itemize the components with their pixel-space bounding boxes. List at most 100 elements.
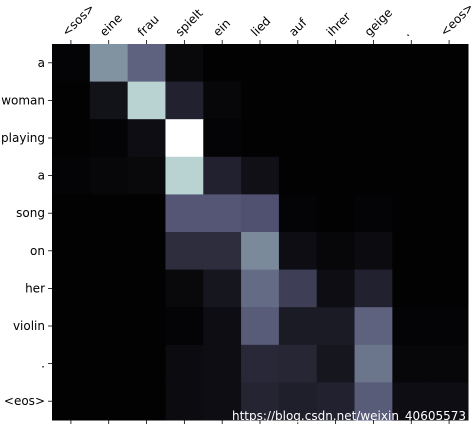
heatmap-cell bbox=[127, 382, 166, 421]
heatmap-cell bbox=[392, 232, 431, 271]
heatmap-cell bbox=[278, 232, 318, 271]
heatmap-cell bbox=[52, 156, 91, 195]
heatmap-cell bbox=[165, 307, 204, 346]
heatmap-cell bbox=[392, 307, 431, 346]
heatmap-cell bbox=[127, 156, 166, 195]
heatmap-cell bbox=[241, 156, 280, 195]
heatmap-cell bbox=[165, 382, 204, 421]
heatmap-cell bbox=[52, 194, 91, 233]
heatmap-cell bbox=[89, 382, 129, 421]
y-tick-label: a bbox=[38, 56, 45, 70]
heatmap-cell bbox=[203, 344, 242, 383]
heatmap-cell bbox=[241, 307, 280, 346]
heatmap-cell bbox=[392, 44, 431, 83]
y-tick-label: woman bbox=[1, 93, 45, 107]
heatmap-cell bbox=[316, 119, 356, 158]
heatmap-cell bbox=[89, 344, 129, 383]
heatmap-cell bbox=[430, 194, 469, 233]
heatmap-cell bbox=[354, 119, 393, 158]
heatmap-cell bbox=[278, 81, 318, 120]
heatmap-cell bbox=[203, 194, 242, 233]
heatmap-cell bbox=[52, 81, 91, 120]
heatmap-cell bbox=[52, 269, 91, 308]
heatmap-cell bbox=[392, 382, 431, 421]
heatmap-cell bbox=[392, 194, 431, 233]
heatmap-cell bbox=[241, 119, 280, 158]
heatmap-cell bbox=[89, 44, 129, 83]
heatmap-cell bbox=[316, 156, 356, 195]
heatmap-cell bbox=[241, 344, 280, 383]
heatmap-cell bbox=[203, 119, 242, 158]
heatmap-cell bbox=[52, 382, 91, 421]
heatmap-cell bbox=[316, 232, 356, 271]
x-tick-label: . bbox=[399, 27, 412, 40]
heatmap-cell bbox=[127, 344, 166, 383]
heatmap-cell bbox=[241, 81, 280, 120]
heatmap-cell bbox=[52, 307, 91, 346]
heatmap-cell bbox=[89, 81, 129, 120]
heatmap-cell bbox=[354, 232, 393, 271]
x-tick-label: <sos> bbox=[59, 1, 97, 39]
x-tick-label: geige bbox=[362, 6, 395, 39]
heatmap-cell bbox=[430, 344, 469, 383]
x-tick-label: ihrer bbox=[324, 9, 354, 39]
heatmap-cell bbox=[316, 269, 356, 308]
heatmap-cell bbox=[316, 44, 356, 83]
heatmap-cell bbox=[127, 119, 166, 158]
x-tick-label: frau bbox=[135, 12, 162, 39]
heatmap-cell bbox=[165, 81, 204, 120]
heatmap-cell bbox=[354, 81, 393, 120]
heatmap-cell bbox=[430, 156, 469, 195]
heatmap-cell bbox=[278, 156, 318, 195]
heatmap-cell bbox=[89, 307, 129, 346]
y-tick-label: playing bbox=[1, 131, 45, 145]
heatmap-cell bbox=[127, 44, 166, 83]
heatmap-cell bbox=[165, 156, 204, 195]
heatmap-cell bbox=[89, 156, 129, 195]
heatmap-cell bbox=[165, 44, 204, 83]
heatmap-cell bbox=[203, 382, 242, 421]
heatmap-cell bbox=[203, 269, 242, 308]
heatmap-cell bbox=[278, 194, 318, 233]
heatmap-cell bbox=[354, 269, 393, 308]
heatmap-cell bbox=[354, 382, 393, 421]
y-tick-label: on bbox=[30, 244, 45, 258]
heatmap-cell bbox=[278, 269, 318, 308]
heatmap-cell bbox=[316, 194, 356, 233]
heatmap-cell bbox=[316, 81, 356, 120]
heatmap-cell bbox=[316, 344, 356, 383]
heatmap-cell bbox=[430, 269, 469, 308]
x-tick-label: auf bbox=[286, 15, 310, 39]
x-tick-label: <eos> bbox=[437, 0, 474, 39]
heatmap-cell bbox=[165, 119, 204, 158]
heatmap-cell bbox=[392, 269, 431, 308]
heatmap-cell bbox=[278, 119, 318, 158]
heatmap-cells bbox=[52, 44, 469, 421]
heatmap-cell bbox=[241, 269, 280, 308]
y-tick-label: . bbox=[41, 357, 45, 371]
heatmap-cell bbox=[127, 307, 166, 346]
heatmap-cell bbox=[165, 344, 204, 383]
heatmap-cell bbox=[165, 194, 204, 233]
heatmap-cell bbox=[392, 81, 431, 120]
heatmap-cell bbox=[430, 232, 469, 271]
heatmap-cell bbox=[165, 232, 204, 271]
watermark: https://blog.csdn.net/weixin_40605573 bbox=[232, 409, 466, 423]
heatmap-cell bbox=[203, 307, 242, 346]
heatmap-cell bbox=[127, 81, 166, 120]
heatmap-cell bbox=[430, 382, 469, 421]
heatmap-cell bbox=[127, 269, 166, 308]
heatmap-cell bbox=[52, 344, 91, 383]
y-tick-label: a bbox=[38, 169, 45, 183]
heatmap-cell bbox=[354, 44, 393, 83]
heatmap-cell bbox=[52, 44, 91, 83]
heatmap-cell bbox=[241, 382, 280, 421]
heatmap-cell bbox=[89, 269, 129, 308]
heatmap-cell bbox=[127, 194, 166, 233]
heatmap-cell bbox=[165, 269, 204, 308]
y-tick-label: <eos> bbox=[4, 394, 45, 408]
heatmap-cell bbox=[203, 81, 242, 120]
heatmap-cell bbox=[316, 307, 356, 346]
heatmap-cell bbox=[203, 44, 242, 83]
